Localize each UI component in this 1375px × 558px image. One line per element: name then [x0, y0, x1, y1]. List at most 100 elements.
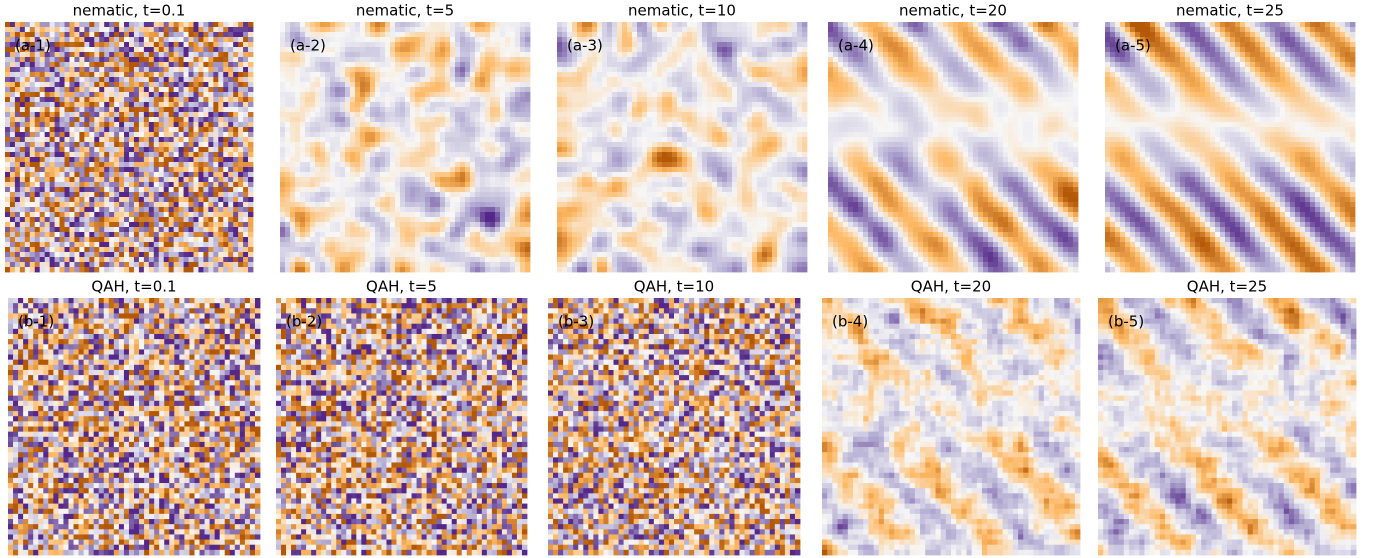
heatmap-cell: [470, 47, 475, 52]
heatmap-cell: [243, 157, 248, 162]
heatmap-cell: [69, 122, 74, 127]
heatmap-cell: [310, 147, 315, 152]
heatmap-cell: [99, 252, 104, 257]
heatmap-cell: [154, 92, 159, 97]
heatmap-cell: [104, 172, 109, 177]
heatmap-cell: [69, 137, 74, 142]
heatmap-cell: [169, 122, 174, 127]
heatmap-cell: [315, 167, 320, 172]
heatmap-cell: [174, 112, 179, 117]
heatmap-cell: [114, 52, 119, 57]
heatmap-cell: [208, 137, 213, 142]
heatmap-cell: [15, 162, 20, 167]
heatmap-cell: [485, 217, 490, 222]
heatmap-cell: [385, 47, 390, 52]
heatmap-cell: [243, 137, 248, 142]
heatmap-cell: [5, 27, 10, 32]
heatmap-cell: [228, 252, 233, 257]
heatmap-cell: [228, 42, 233, 47]
heatmap-cell: [305, 247, 310, 252]
heatmap-cell: [184, 67, 189, 72]
heatmap-cell: [500, 127, 505, 132]
heatmap-cell: [465, 107, 470, 112]
heatmap-cell: [189, 242, 194, 247]
heatmap-cell: [233, 157, 238, 162]
heatmap-cell: [450, 62, 455, 67]
heatmap-cell: [30, 192, 35, 197]
heatmap-cell: [375, 67, 380, 72]
heatmap-cell: [50, 132, 55, 137]
heatmap-cell: [169, 107, 174, 112]
heatmap-cell: [410, 167, 415, 172]
heatmap-cell: [99, 132, 104, 137]
heatmap-cell: [325, 162, 330, 167]
heatmap-cell: [30, 97, 35, 102]
heatmap-cell: [15, 237, 20, 242]
heatmap-cell: [74, 22, 79, 27]
heatmap-cell: [455, 82, 460, 87]
heatmap-cell: [410, 142, 415, 147]
heatmap-cell: [129, 162, 134, 167]
heatmap-cell: [203, 22, 208, 27]
heatmap-cell: [198, 52, 203, 57]
heatmap-cell: [109, 167, 114, 172]
heatmap-cell: [114, 162, 119, 167]
heatmap-cell: [218, 202, 223, 207]
heatmap-cell: [410, 267, 415, 272]
heatmap-cell: [440, 207, 445, 212]
heatmap-cell: [144, 262, 149, 267]
heatmap-cell: [395, 247, 400, 252]
heatmap-cell: [320, 27, 325, 32]
heatmap-cell: [203, 152, 208, 157]
heatmap-cell: [290, 77, 295, 82]
heatmap-cell: [69, 42, 74, 47]
heatmap-cell: [495, 127, 500, 132]
heatmap-cell: [10, 232, 15, 237]
heatmap-cell: [144, 22, 149, 27]
heatmap-cell: [134, 212, 139, 217]
heatmap-cell: [104, 232, 109, 237]
heatmap-cell: [174, 32, 179, 37]
heatmap-cell: [510, 77, 515, 82]
heatmap-cell: [60, 62, 65, 67]
heatmap-cell: [144, 187, 149, 192]
heatmap-cell: [345, 247, 350, 252]
heatmap-cell: [525, 87, 530, 92]
heatmap-cell: [465, 257, 470, 262]
heatmap-cell: [315, 182, 320, 187]
heatmap-cell: [515, 92, 520, 97]
heatmap-cell: [45, 62, 50, 67]
heatmap-cell: [65, 172, 70, 177]
heatmap-cell: [405, 92, 410, 97]
heatmap-cell: [179, 252, 184, 257]
heatmap-cell: [445, 227, 450, 232]
heatmap-cell: [238, 32, 243, 37]
heatmap-cell: [345, 137, 350, 142]
heatmap-cell: [55, 257, 60, 262]
heatmap-cell: [174, 22, 179, 27]
heatmap-cell: [315, 112, 320, 117]
heatmap-cell: [89, 42, 94, 47]
heatmap-cell: [179, 72, 184, 77]
heatmap-cell: [184, 87, 189, 92]
heatmap-cell: [490, 22, 495, 27]
heatmap-cell: [375, 167, 380, 172]
heatmap-cell: [360, 27, 365, 32]
heatmap-cell: [114, 152, 119, 157]
heatmap-cell: [450, 82, 455, 87]
heatmap-cell: [238, 107, 243, 112]
heatmap-cell: [174, 52, 179, 57]
heatmap-cell: [310, 187, 315, 192]
heatmap-cell: [99, 172, 104, 177]
heatmap-cell: [184, 227, 189, 232]
heatmap-cell: [238, 92, 243, 97]
heatmap-cell: [300, 22, 305, 27]
heatmap-cell: [20, 152, 25, 157]
heatmap-cell: [495, 137, 500, 142]
heatmap-cell: [84, 162, 89, 167]
heatmap-cell: [435, 232, 440, 237]
heatmap-cell: [159, 192, 164, 197]
heatmap-cell: [350, 262, 355, 267]
heatmap-cell: [189, 247, 194, 252]
heatmap-cell: [375, 207, 380, 212]
